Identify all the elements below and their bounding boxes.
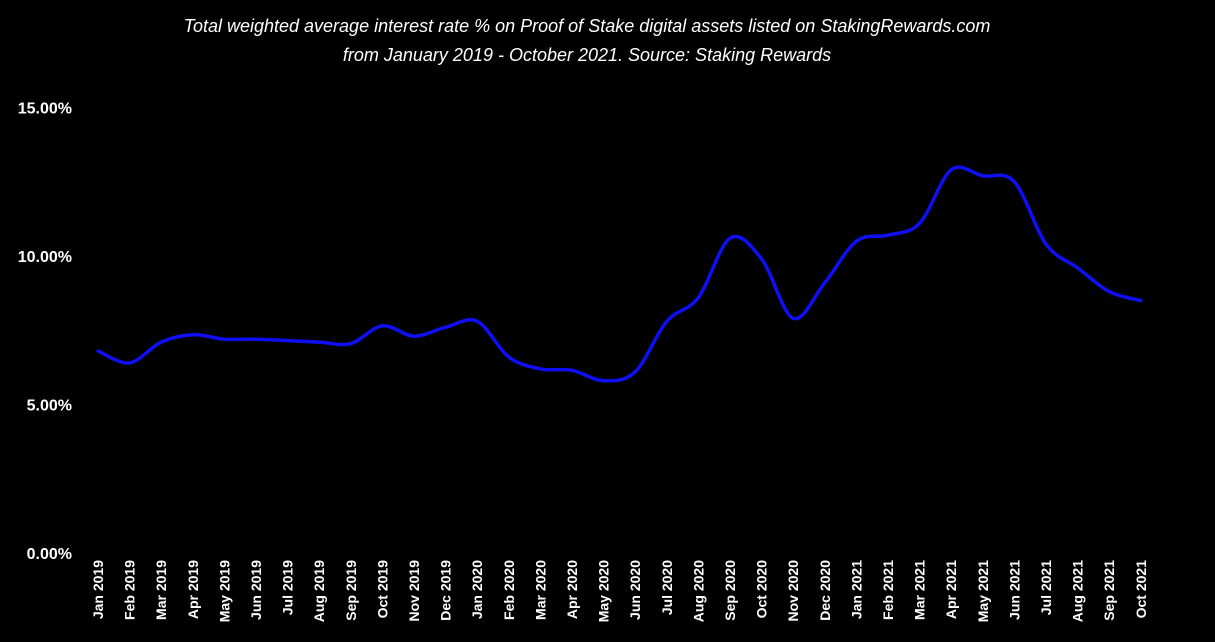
chart-title-line-1: Total weighted average interest rate % o… [184,16,991,36]
x-tick-label: Dec 2020 [817,560,833,621]
data-point [823,281,827,285]
x-axis: Jan 2019 Feb 2019 Mar 2019 Apr 2019 May 2019… [90,560,1149,622]
data-point [949,168,953,172]
data-point [286,339,290,343]
x-tick-label: Jul 2019 [280,560,296,615]
series-line [96,165,1143,383]
x-tick-label: Mar 2020 [532,560,548,620]
data-point [96,349,100,353]
x-tick-label: Sep 2019 [343,560,359,621]
x-tick-label: Nov 2020 [785,560,801,622]
data-point [570,368,574,372]
data-point [380,324,384,328]
x-tick-label: Jun 2019 [248,560,264,620]
data-point [665,319,669,323]
data-point [760,257,764,261]
x-tick-label: Jul 2020 [659,560,675,615]
x-tick-label: May 2019 [216,560,232,622]
x-tick-label: Oct 2020 [754,560,770,619]
x-tick-label: Nov 2019 [406,560,422,622]
y-tick-label: 5.00% [27,398,72,415]
x-tick-label: Aug 2021 [1070,560,1086,622]
x-tick-label: Jan 2019 [90,560,106,619]
x-tick-label: Jan 2021 [848,560,864,619]
y-tick-label: 15.00% [18,101,72,118]
x-tick-label: Feb 2019 [122,560,138,620]
data-point [981,174,985,178]
x-tick-label: Sep 2021 [1101,560,1117,621]
data-point [128,361,132,365]
x-tick-label: Jun 2021 [1006,560,1022,620]
x-tick-label: Jul 2021 [1038,560,1054,615]
data-point [191,333,195,337]
y-tick-label: 0.00% [27,546,72,563]
data-point [317,340,321,344]
data-point [349,342,353,346]
data-point [1107,290,1111,294]
x-tick-label: Oct 2021 [1133,560,1149,619]
data-point [254,337,258,341]
data-point [791,316,795,320]
x-tick-label: Jun 2020 [627,560,643,620]
data-point [159,340,163,344]
x-tick-label: Mar 2019 [153,560,169,620]
x-tick-label: Oct 2019 [374,560,390,619]
data-point [222,337,226,341]
chart-title-line-2: from January 2019 - October 2021. Source… [343,45,831,65]
y-tick-label: 10.00% [18,249,72,266]
data-point [696,296,700,300]
x-tick-label: Apr 2020 [564,560,580,619]
data-point [507,355,511,359]
x-tick-label: Feb 2021 [880,560,896,620]
data-point [1076,266,1080,270]
x-tick-label: Aug 2019 [311,560,327,622]
x-tick-label: May 2020 [596,560,612,622]
data-point [1139,299,1143,303]
data-point [918,221,922,225]
x-tick-label: Dec 2019 [438,560,454,621]
data-point [633,370,637,374]
data-point [886,233,890,237]
x-tick-label: Feb 2020 [501,560,517,620]
data-point [854,239,858,243]
x-tick-label: Aug 2020 [690,560,706,622]
data-point [412,334,416,338]
x-tick-label: Sep 2020 [722,560,738,621]
data-point [475,319,479,323]
x-tick-label: Apr 2019 [185,560,201,619]
y-axis: 0.00% 5.00% 10.00% 15.00% [18,101,72,564]
x-tick-label: May 2021 [975,560,991,622]
x-tick-label: Apr 2021 [943,560,959,619]
data-point [728,236,732,240]
data-point [602,379,606,383]
data-point [1012,180,1016,184]
data-point [1044,242,1048,246]
data-point [538,367,542,371]
x-tick-label: Mar 2021 [912,560,928,620]
data-point [444,325,448,329]
x-tick-label: Jan 2020 [469,560,485,619]
plot-area [96,165,1143,383]
